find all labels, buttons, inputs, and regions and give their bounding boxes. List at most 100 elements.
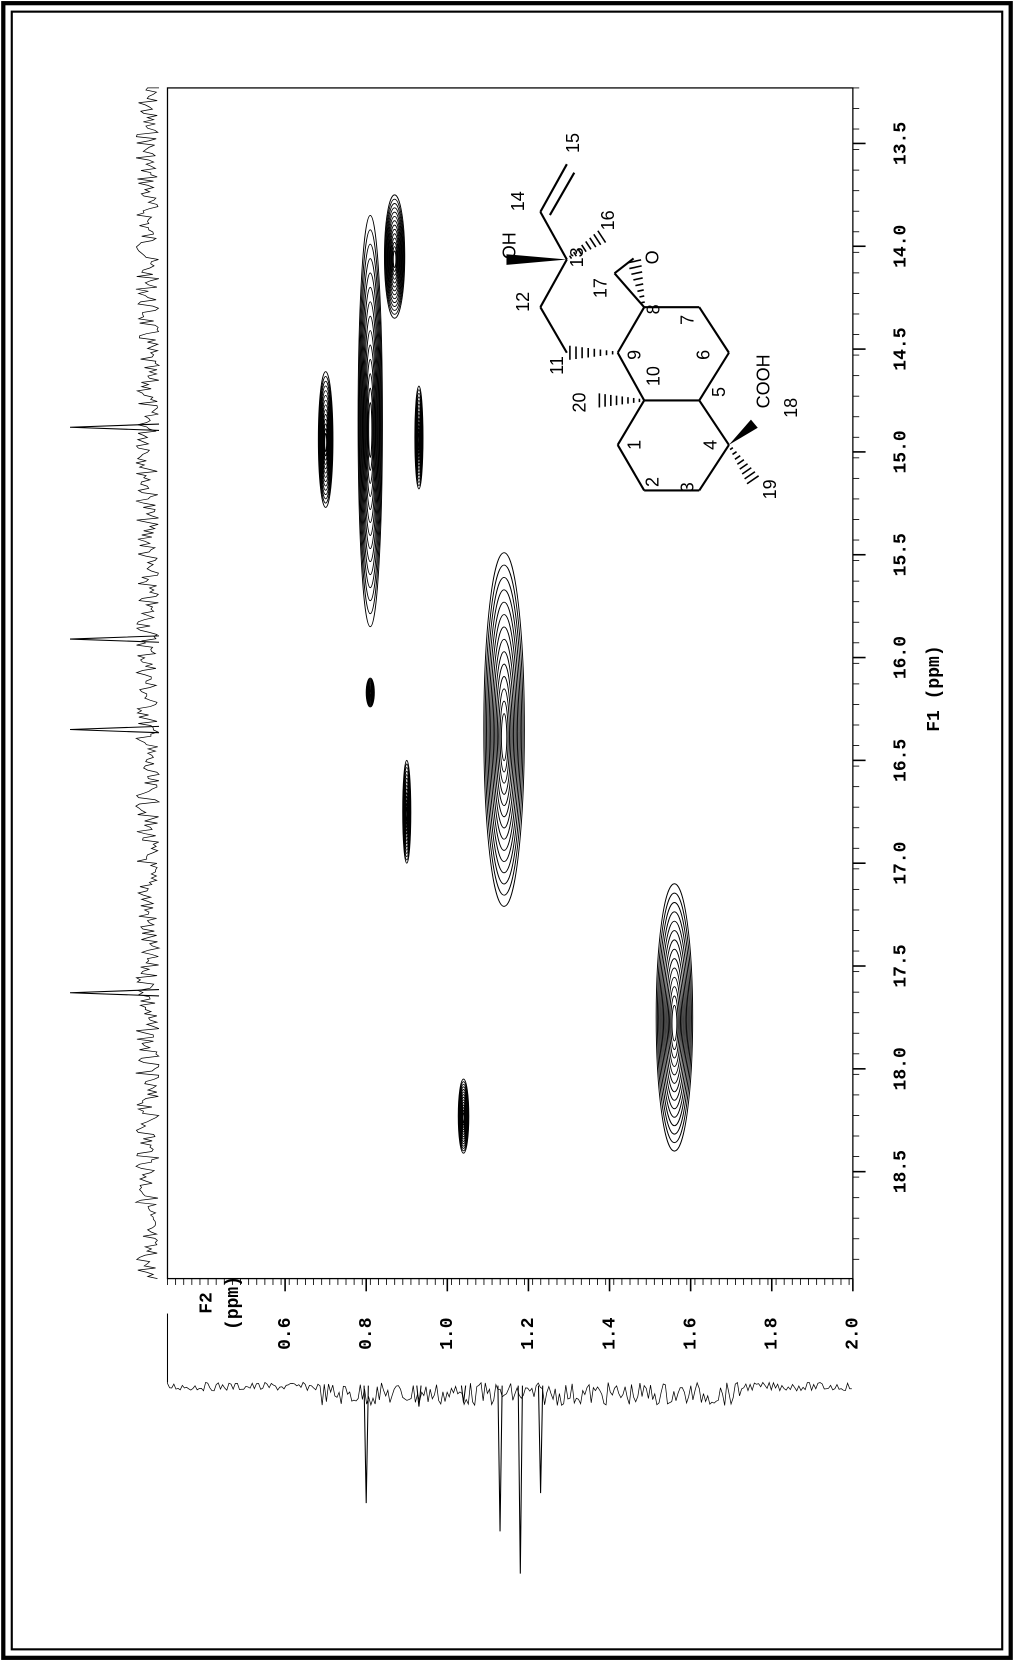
f1-noise: [134, 87, 161, 1279]
bond: [698, 306, 730, 354]
contour: [321, 409, 330, 474]
wedge-bond: [728, 419, 758, 445]
f2-projection-peak: [517, 1385, 523, 1574]
contour: [365, 358, 375, 497]
hash-bond: [597, 230, 607, 243]
atom-label: 12: [513, 292, 533, 312]
atom-label: 17: [591, 278, 611, 298]
hash-bond: [734, 455, 741, 460]
f1-projection-peak: [70, 635, 160, 643]
hash-bond: [629, 265, 642, 270]
atom-label: OH: [499, 232, 519, 259]
atom-label: 15: [563, 133, 583, 153]
contour: [383, 194, 406, 319]
contour: [319, 390, 332, 491]
contour: [491, 626, 517, 840]
contour: [388, 220, 402, 296]
contour: [656, 892, 692, 1144]
contour: [670, 995, 679, 1050]
f2-projection-peak: [416, 1385, 422, 1407]
atom-label: 5: [709, 387, 729, 397]
atom-label: 13: [567, 247, 587, 267]
hash-bond: [589, 237, 597, 248]
atom-label: 2: [642, 477, 662, 487]
contour: [357, 214, 383, 628]
y-axis-label: F1 (ppm): [925, 645, 945, 731]
x-tick-label: 0.6: [276, 1317, 296, 1349]
contour: [364, 330, 377, 523]
x-tick-label: 1.8: [763, 1317, 783, 1349]
hash-bond: [732, 451, 737, 456]
x-axis-label: F2: [197, 1292, 217, 1314]
contour: [364, 344, 376, 510]
bond: [548, 172, 576, 216]
y-tick-label: 17.0: [891, 842, 911, 885]
cross-peak: [317, 371, 334, 508]
atom-label: COOH: [754, 354, 774, 408]
cross-peak: [402, 759, 412, 864]
bond: [613, 272, 645, 308]
hash-bond: [568, 255, 573, 259]
contour: [321, 404, 331, 478]
contour: [660, 920, 689, 1118]
bond: [616, 444, 646, 491]
contour: [384, 198, 405, 315]
hash-bond: [746, 475, 760, 485]
contour: [483, 552, 525, 907]
hash-bond: [635, 283, 644, 287]
contour: [655, 883, 694, 1152]
f1-projection-peak: [70, 423, 160, 431]
contour: [366, 373, 374, 484]
contour: [492, 638, 516, 829]
contour: [417, 432, 420, 448]
x-tick-label: 1.0: [438, 1317, 458, 1349]
x-tick-label: 2.0: [844, 1317, 864, 1349]
atom-label: 4: [701, 440, 721, 450]
cross-peak: [655, 883, 694, 1152]
contour: [323, 423, 329, 461]
contour: [490, 614, 519, 851]
contour: [385, 203, 404, 311]
contour: [360, 258, 381, 589]
contour: [369, 690, 372, 696]
contour: [317, 371, 334, 508]
y-tick-label: 15.5: [891, 533, 911, 576]
cross-peak: [365, 677, 375, 708]
atom-label: 19: [760, 479, 780, 499]
bond: [539, 306, 568, 354]
contour: [359, 243, 382, 602]
atom-label: O: [642, 250, 662, 264]
f2-noise: [167, 1381, 852, 1407]
bond: [616, 306, 646, 354]
contour: [666, 967, 683, 1076]
contour: [322, 418, 329, 465]
bond: [539, 211, 568, 261]
contour: [324, 432, 328, 453]
y-tick-label: 16.0: [891, 636, 911, 679]
hash-bond: [627, 259, 642, 264]
contour: [495, 663, 513, 807]
hash-bond: [593, 233, 602, 246]
x-tick-label: 1.4: [600, 1317, 620, 1350]
contour: [320, 399, 331, 483]
hash-bond: [736, 459, 745, 465]
contour: [669, 986, 680, 1059]
contour: [405, 806, 408, 822]
contour: [486, 576, 523, 885]
cross-peak: [357, 214, 383, 628]
contour: [391, 241, 398, 276]
hash-bond: [572, 251, 578, 257]
atom-label: 6: [693, 350, 713, 360]
f1-projection-peak: [70, 989, 160, 997]
hash-bond: [581, 244, 587, 253]
cross-peak: [483, 552, 525, 907]
contour: [487, 589, 521, 874]
contour: [360, 272, 380, 576]
contour: [390, 233, 400, 284]
cross-peak: [457, 1078, 470, 1154]
bond: [616, 399, 646, 446]
y-tick-label: 18.0: [891, 1047, 911, 1090]
contour: [319, 385, 332, 496]
